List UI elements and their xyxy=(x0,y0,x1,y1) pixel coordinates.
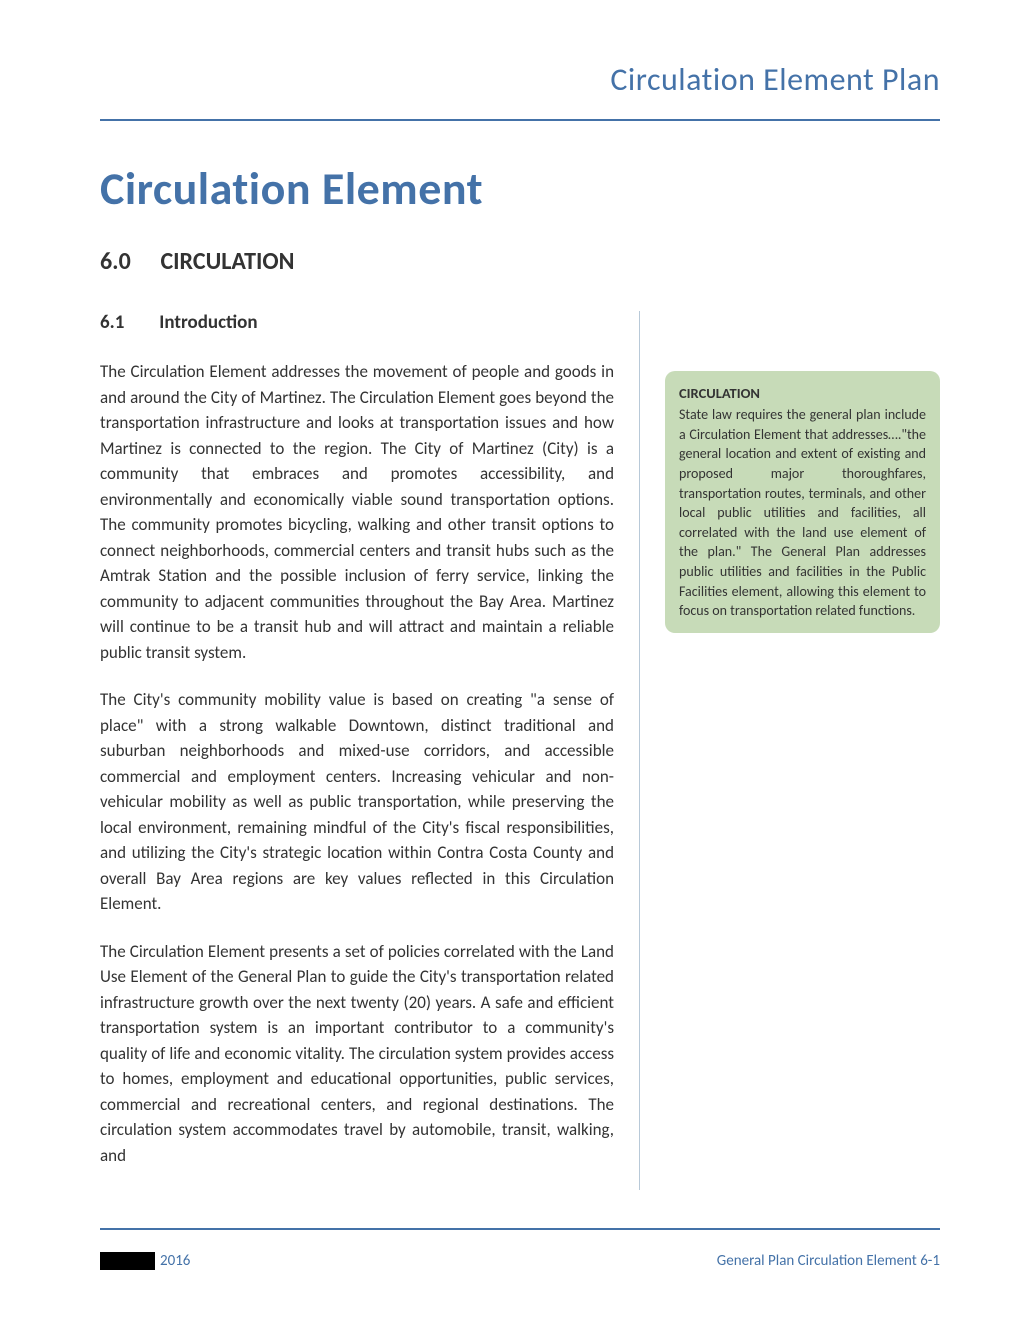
side-column: CIRCULATION State law requires the gener… xyxy=(665,311,940,633)
body-paragraph: The City's community mobility value is b… xyxy=(100,687,614,917)
footer-left: 2016 xyxy=(100,1252,190,1270)
footer-year: 2016 xyxy=(160,1252,190,1270)
redaction-block xyxy=(100,1252,155,1270)
section-number: 6.0 xyxy=(100,247,155,276)
footer-content: 2016 General Plan Circulation Element 6-… xyxy=(100,1252,940,1270)
header-rule xyxy=(100,119,940,121)
callout-box: CIRCULATION State law requires the gener… xyxy=(665,371,940,633)
section-heading: 6.0 CIRCULATION xyxy=(100,247,940,276)
content-wrapper: 6.1 Introduction The Circulation Element… xyxy=(100,311,940,1190)
callout-title: CIRCULATION xyxy=(679,383,926,403)
main-column: 6.1 Introduction The Circulation Element… xyxy=(100,311,640,1190)
subsection-number: 6.1 xyxy=(100,311,155,334)
footer-page-label: General Plan Circulation Element 6-1 xyxy=(717,1252,940,1270)
footer-rule xyxy=(100,1228,940,1230)
subsection-heading: 6.1 Introduction xyxy=(100,311,614,334)
section-title: CIRCULATION xyxy=(160,247,294,276)
document-title: Circulation Element xyxy=(100,161,940,217)
body-paragraph: The Circulation Element addresses the mo… xyxy=(100,359,614,665)
callout-text: State law requires the general plan incl… xyxy=(679,405,926,621)
running-header: Circulation Element Plan xyxy=(100,60,940,99)
body-paragraph: The Circulation Element presents a set o… xyxy=(100,939,614,1169)
page-footer: 2016 General Plan Circulation Element 6-… xyxy=(100,1228,940,1270)
subsection-title: Introduction xyxy=(159,311,257,334)
